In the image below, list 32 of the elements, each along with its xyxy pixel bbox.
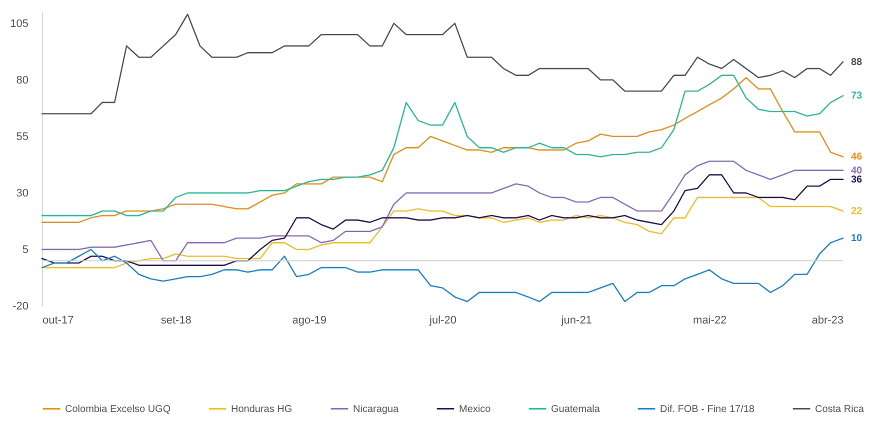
data-label: 88	[851, 56, 863, 68]
y-tick-label: 80	[16, 74, 28, 86]
data-label: 46	[851, 152, 863, 163]
legend-label: Nicaragua	[353, 404, 400, 415]
legend-label: Guatemala	[551, 404, 600, 415]
line-series	[41, 160, 844, 262]
x-tick-label: out-17	[42, 314, 74, 326]
line-series	[41, 238, 844, 302]
legend-label: Colombia Excelso UGQ	[65, 404, 171, 415]
line-series	[41, 196, 844, 268]
data-label: 40	[851, 165, 863, 176]
line-series	[41, 14, 844, 114]
legend-label: Honduras HG	[231, 404, 292, 415]
legend-label: Dif. FOB - Fine 17/18	[660, 404, 755, 415]
y-tick-label: 55	[16, 130, 28, 143]
legend-label: Mexico	[459, 404, 492, 415]
x-tick-label: jul-20	[428, 314, 456, 326]
line-series	[41, 174, 844, 266]
x-tick-label: jun-21	[560, 314, 592, 326]
x-tick-label: set-18	[160, 314, 192, 326]
y-tick-label: 105	[10, 18, 28, 30]
x-tick-label: mai-22	[693, 314, 727, 326]
y-tick-label: 30	[16, 187, 28, 200]
y-tick-label: 5	[22, 244, 28, 256]
x-tick-label: abr-23	[812, 314, 844, 326]
data-label: 10	[851, 233, 863, 244]
data-label: 73	[851, 90, 863, 102]
y-tick-label: -20	[12, 300, 28, 312]
data-label: 36	[851, 174, 863, 186]
x-tick-label: ago-19	[292, 314, 326, 326]
legend-label: Costa Rica	[815, 404, 864, 415]
data-label: 22	[851, 206, 863, 218]
